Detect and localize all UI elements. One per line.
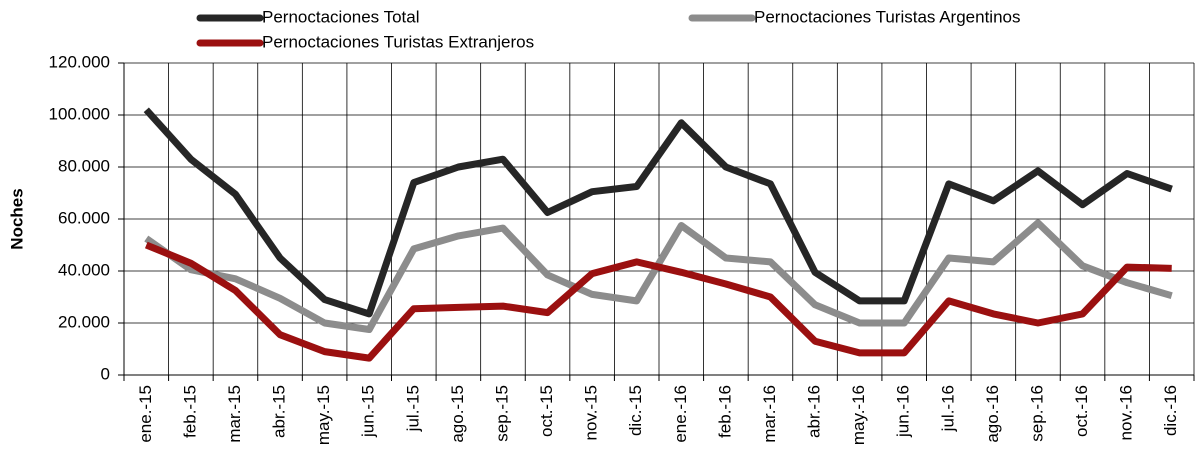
x-tick-label: oct.-16 [1072,385,1091,437]
y-tick-label: 80.000 [58,156,110,175]
x-tick-label: mar.-16 [760,385,779,443]
legend-label: Pernoctaciones Turistas Extranjeros [262,32,534,51]
x-tick-label: dic.-15 [626,385,645,436]
x-tick-label: feb.-16 [715,385,734,438]
y-tick-label: 60.000 [58,208,110,227]
series-line [144,219,1173,333]
x-tick-label: dic.-16 [1161,385,1180,436]
y-tick-label: 100.000 [49,104,110,123]
y-tick-label: 20.000 [58,312,110,331]
x-tick-label: may.-16 [849,385,868,445]
legend-label: Pernoctaciones Total [262,7,420,26]
x-tick-label: ago.-16 [983,385,1002,443]
y-tick-label: 120.000 [49,52,110,71]
legend-label: Pernoctaciones Turistas Argentinos [754,7,1020,26]
x-tick-label: ago.-15 [448,385,467,443]
series-line [144,241,1172,362]
x-tick-label: ene.-16 [671,385,690,443]
series-line [143,107,1173,318]
x-tick-label: jun.-15 [359,385,378,438]
y-tick-label: 0 [101,364,110,383]
y-axis-label: Noches [7,188,26,249]
x-tick-label: sep.-16 [1027,385,1046,442]
x-tick-label: feb.-15 [180,385,199,438]
x-tick-label: jul.-15 [403,385,422,432]
x-tick-label: mar.-15 [225,385,244,443]
x-tick-label: sep.-15 [492,385,511,442]
x-tick-label: jul.-16 [938,385,957,432]
x-tick-label: oct.-15 [537,385,556,437]
x-tick-label: abr.-15 [270,385,289,438]
x-tick-label: ene.-15 [136,385,155,443]
x-tick-label: nov.-16 [1117,385,1136,440]
x-tick-label: may.-15 [314,385,333,445]
y-tick-label: 40.000 [58,260,110,279]
x-tick-label: nov.-15 [582,385,601,440]
x-tick-label: abr.-16 [805,385,824,438]
x-tick-label: jun.-16 [894,385,913,438]
